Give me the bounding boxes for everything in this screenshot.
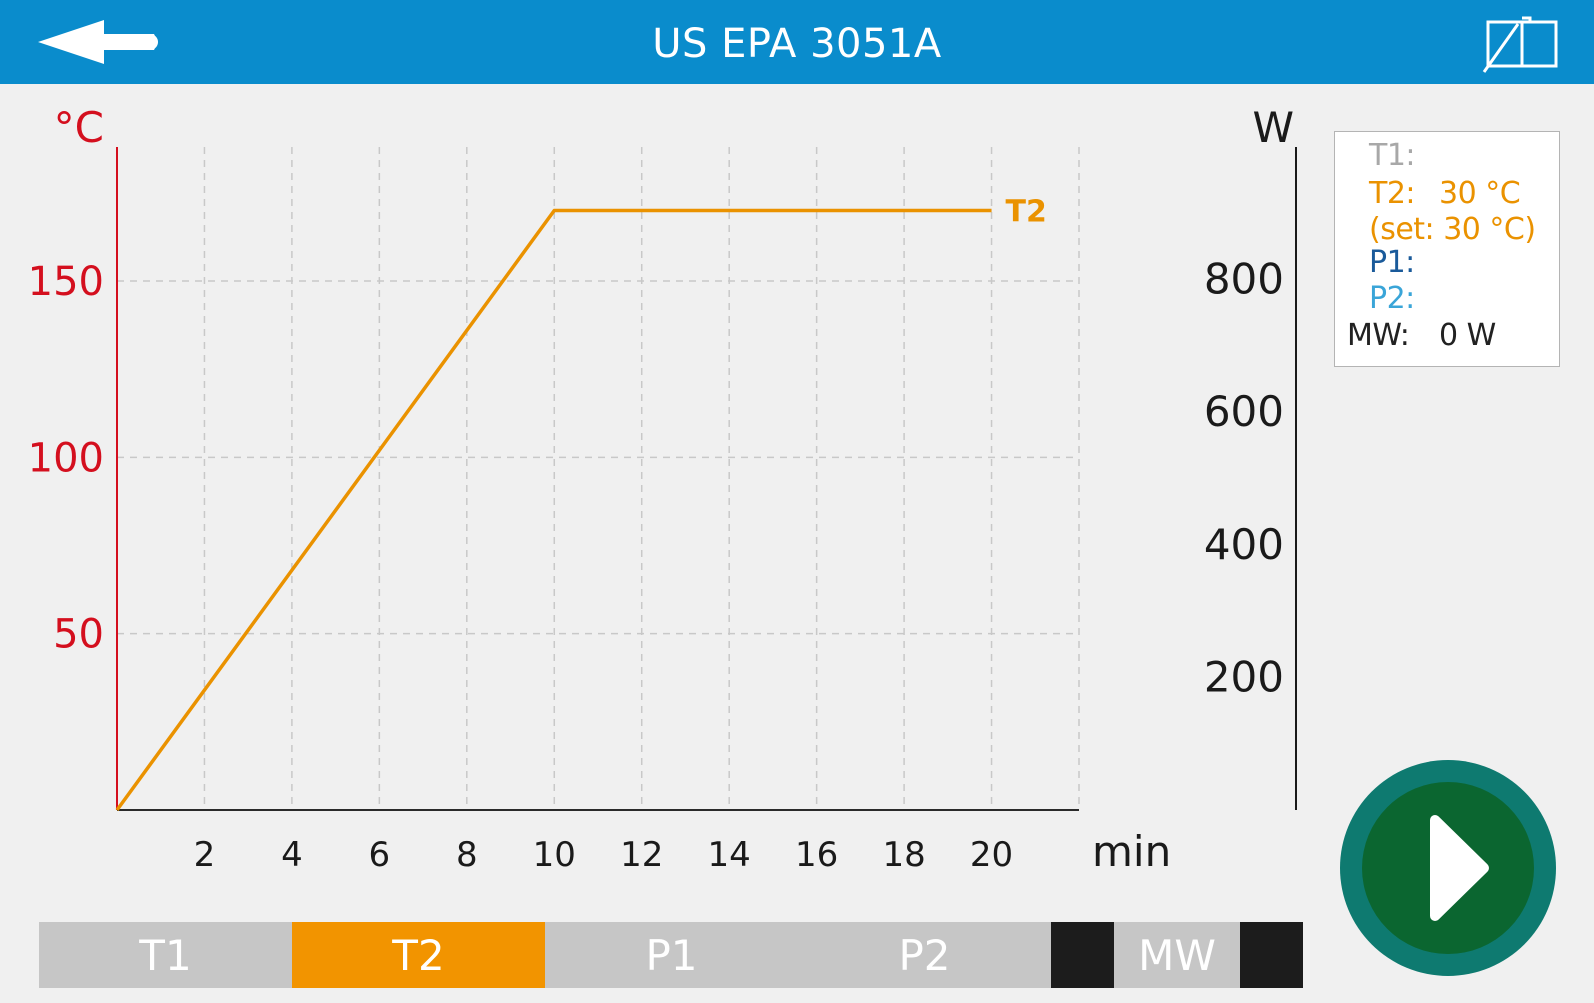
series-line-t2 [115,208,992,812]
tab-p2[interactable]: P2 [798,922,1051,988]
x-tick-label: 16 [795,835,838,875]
tab-p1[interactable]: P1 [545,922,798,988]
play-icon [1340,760,1556,976]
t2-label: T2: [1369,176,1416,211]
live-values-panel: T1: T2: 30 °C (set: 30 °C) P1: P2: MW: 0… [1334,131,1560,367]
y-right-tick-label: 400 [1204,520,1284,569]
t2-value: 30 °C [1439,176,1521,211]
series-label-t2: T2 [1006,194,1047,229]
y-left-tick-label: 100 [28,435,104,481]
chart-series: T2 [115,194,1047,812]
y-left-tick-label: 150 [28,259,104,305]
p1-label: P1: [1369,245,1415,280]
tab-mw[interactable]: MW [1114,922,1240,988]
x-axis-label: min [1092,827,1171,876]
x-tick-label: 14 [708,835,751,875]
start-program-button[interactable] [1338,758,1558,978]
x-tick-label: 8 [456,835,478,875]
x-tick-label: 6 [369,835,391,875]
tab-t2[interactable]: T2 [292,922,545,988]
x-tick-label: 10 [533,835,576,875]
manual-button[interactable] [1482,10,1562,74]
back-button[interactable] [30,14,170,70]
x-tick-label: 20 [970,835,1013,875]
x-tick-label: 18 [882,835,925,875]
mw-value: 0 W [1439,318,1496,353]
header-bar: US EPA 3051A [0,0,1594,84]
x-tick-label: 4 [281,835,303,875]
y-left-tick-label: 50 [53,612,104,658]
page-title: US EPA 3051A [652,21,942,67]
y-right-tick-label: 600 [1204,387,1284,436]
tab-separator [1240,922,1303,988]
y-right-tick-label: 800 [1204,255,1284,304]
t1-label: T1: [1369,138,1416,173]
y-right-axis-label: W [1252,103,1294,152]
x-tick-label: 12 [620,835,663,875]
mw-label: MW: [1347,318,1410,353]
temperature-chart: 2 4 6 8 10 12 14 16 18 20 min 50 100 150 °C 200 400 600 80… [28,103,1297,876]
t2-setpoint: (set: 30 °C) [1369,212,1536,247]
chart-grid [117,147,1080,810]
chart-tick-labels: 2 4 6 8 10 12 14 16 18 20 min 50 100 150 °C 200 400 600 80… [28,103,1294,876]
y-right-tick-label: 200 [1204,652,1284,701]
chart-axes [116,147,1297,811]
tab-t1[interactable]: T1 [39,922,292,988]
tab-separator [1051,922,1114,988]
p2-label: P2: [1369,281,1415,316]
x-tick-label: 2 [194,835,216,875]
y-left-axis-label: °C [54,103,104,152]
open-book-icon [1482,16,1558,73]
back-arrow-icon [38,20,158,64]
